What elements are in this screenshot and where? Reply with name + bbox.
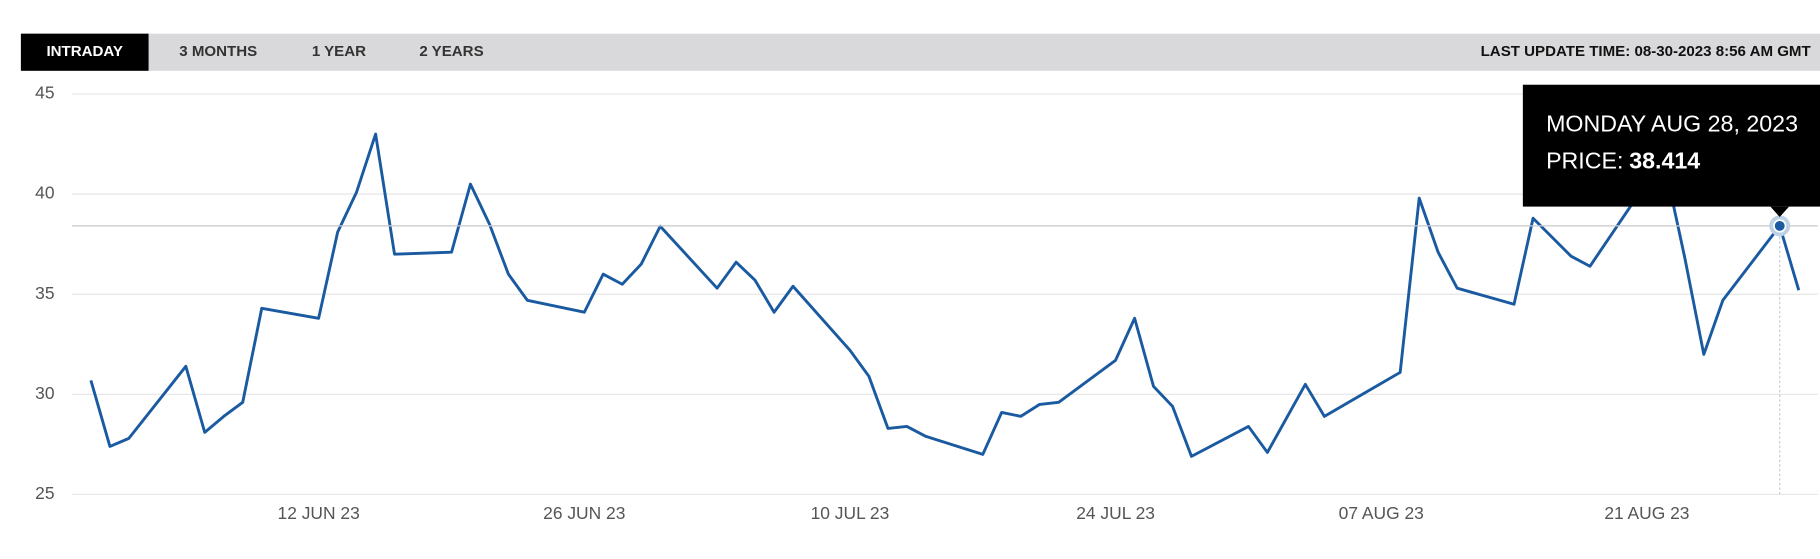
tab[interactable]: INTRADAY [46, 43, 123, 60]
y-tick-label: 40 [35, 183, 54, 203]
tab[interactable]: 2 YEARS [419, 43, 483, 60]
x-tick-label: 21 AUG 23 [1604, 503, 1689, 523]
tooltip-pointer [1770, 206, 1790, 218]
tab[interactable]: 3 MONTHS [179, 43, 257, 60]
tooltip-box [1522, 84, 1820, 207]
tab[interactable]: 1 YEAR [312, 43, 366, 60]
y-tick-label: 30 [35, 383, 54, 403]
x-tick-label: 07 AUG 23 [1339, 503, 1424, 523]
active-tab-bg [20, 33, 149, 71]
x-tick-label: 10 JUL 23 [811, 503, 890, 523]
tab-bar [20, 33, 1820, 71]
tooltip-price-label: PRICE: [1546, 148, 1623, 174]
y-tick-label: 35 [35, 283, 54, 303]
tooltip-price-value: 38.414 [1629, 148, 1700, 174]
tooltip: MONDAY AUG 28, 2023 PRICE: 38.414 [1522, 84, 1820, 218]
highlight-point [1773, 219, 1787, 233]
price-line [89, 132, 1801, 458]
x-tick-label: 26 JUN 23 [543, 503, 625, 523]
tooltip-price: PRICE: 38.414 [1546, 148, 1700, 174]
y-tick-label: 25 [35, 483, 54, 503]
x-tick-label: 24 JUL 23 [1076, 503, 1155, 523]
y-tick-label: 45 [35, 83, 54, 103]
tooltip-date: MONDAY AUG 28, 2023 [1546, 110, 1798, 136]
last-update: LAST UPDATE TIME: 08-30-2023 8:56 AM GMT [1481, 43, 1812, 60]
x-tick-label: 12 JUN 23 [278, 503, 360, 523]
